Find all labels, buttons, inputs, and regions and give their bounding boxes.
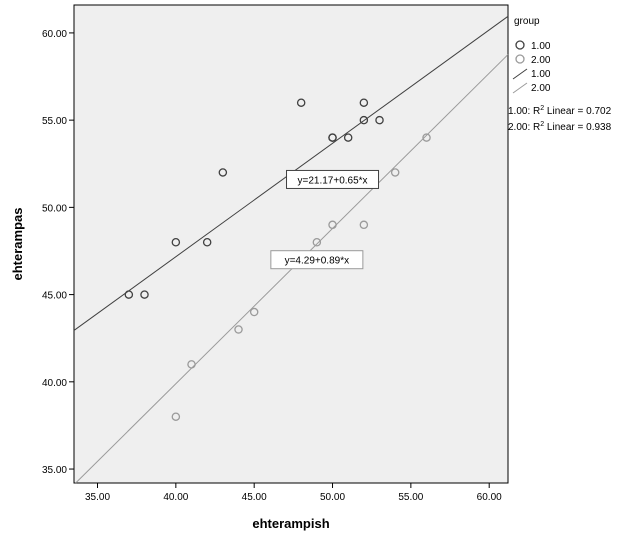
fit-equation-box xyxy=(270,250,364,270)
point-series-1 xyxy=(202,238,212,247)
x-axis-title: ehterampish xyxy=(252,516,329,531)
point-series-1 xyxy=(171,238,181,247)
legend-title: group xyxy=(514,16,540,27)
y-axis-title: ehterampas xyxy=(10,208,25,281)
point-series-1 xyxy=(218,168,228,177)
point-series-2 xyxy=(312,238,322,247)
point-series-2 xyxy=(171,412,181,421)
point-series-2 xyxy=(249,307,259,317)
x-tick-label: 55.00 xyxy=(398,492,423,503)
point-series-2 xyxy=(422,133,431,142)
legend-line-label-2: 2.00 xyxy=(531,83,551,94)
y-tick-label: 45.00 xyxy=(42,291,67,302)
x-tick-label: 50.00 xyxy=(320,492,345,503)
point-series-2 xyxy=(234,325,243,334)
point-series-2 xyxy=(328,220,337,230)
legend-marker-1 xyxy=(515,40,525,50)
legend: group 1.00 2.00 1.00 2.00 1.00: R2 Linea… xyxy=(508,16,612,133)
point-series-2 xyxy=(187,360,196,369)
axes: 35.00 40.00 45.00 50.00 55.00 60.00 35.00 40.00… xyxy=(42,29,502,503)
plot-area xyxy=(73,4,509,484)
point-series-2 xyxy=(359,220,369,230)
x-tick-label: 40.00 xyxy=(163,492,188,503)
point-series-1 xyxy=(343,133,353,142)
legend-marker-label-2: 2.00 xyxy=(531,55,551,66)
legend-line-2 xyxy=(512,82,528,94)
point-series-1 xyxy=(359,98,369,107)
x-tick-label: 45.00 xyxy=(242,492,267,503)
fit-equation-box xyxy=(286,169,380,189)
x-tick-label: 35.00 xyxy=(85,492,110,503)
point-series-1 xyxy=(296,98,306,107)
y-tick-label: 55.00 xyxy=(42,116,67,127)
fit-equation-text: y=4.29+0.89*x xyxy=(285,256,350,267)
point-series-2 xyxy=(390,168,400,177)
fit-equation-1: y=21.17+0.65*x xyxy=(286,169,380,189)
legend-line-1 xyxy=(512,68,528,80)
y-tick-label: 35.00 xyxy=(42,465,67,476)
point-series-1 xyxy=(359,115,369,125)
legend-fit-stat-1: 1.00: R2 Linear = 0.702 xyxy=(508,105,612,117)
x-tick-label: 60.00 xyxy=(477,492,502,503)
point-series-1 xyxy=(375,115,384,125)
point-series-1 xyxy=(140,290,149,299)
legend-marker-label-1: 1.00 xyxy=(531,41,551,52)
legend-line-label-1: 1.00 xyxy=(531,69,551,80)
fit-equations: y=21.17+0.65*x y=4.29+0.89*x xyxy=(270,169,380,270)
legend-fit-stat-2: 2.00: R2 Linear = 0.938 xyxy=(508,121,612,133)
data-points xyxy=(124,98,431,421)
fit-equation-2: y=4.29+0.89*x xyxy=(270,250,364,270)
y-tick-label: 50.00 xyxy=(42,203,67,214)
legend-marker-2 xyxy=(515,54,525,64)
y-tick-label: 40.00 xyxy=(42,378,67,389)
point-series-1 xyxy=(124,290,134,299)
fit-equation-text: y=21.17+0.65*x xyxy=(297,175,367,186)
point-series-1 xyxy=(328,133,337,142)
y-tick-label: 60.00 xyxy=(42,29,67,40)
